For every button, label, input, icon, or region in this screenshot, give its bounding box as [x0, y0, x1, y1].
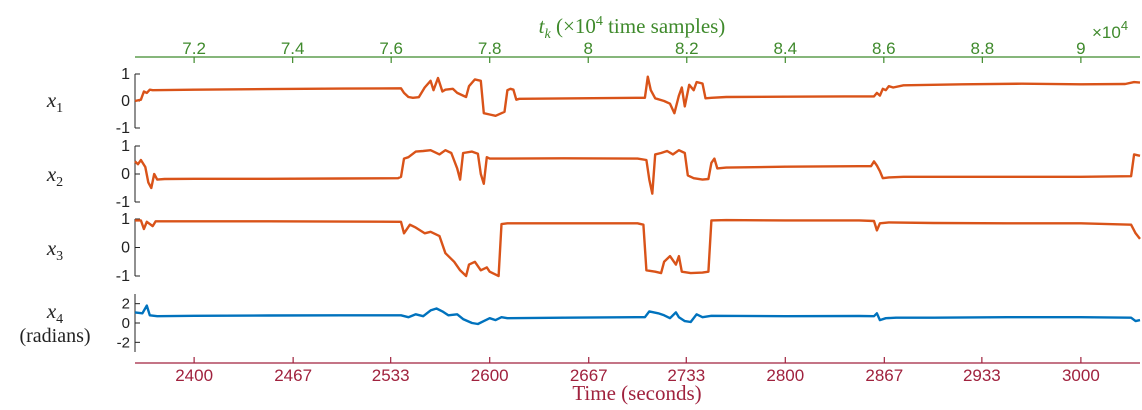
y-tick-label: 1 — [121, 66, 130, 83]
panel-3: 1 0 -1 x3 — [46, 211, 1141, 285]
bottom-tick-label: 2600 — [471, 366, 509, 385]
y-tick-label: 0 — [122, 315, 130, 332]
top-tick-label: 7.8 — [478, 39, 502, 58]
panel-label: x2 — [46, 162, 63, 190]
panel-label: x1 — [46, 88, 63, 116]
bottom-tick-label: 2667 — [570, 366, 608, 385]
bottom-tick-label: 2867 — [865, 366, 903, 385]
panel-label-var: x — [46, 236, 57, 260]
panel-label-sub: 3 — [56, 249, 63, 264]
panel-2: 1 0 -1 x2 — [46, 138, 1141, 211]
top-tick-label: 8.8 — [971, 39, 995, 58]
bottom-axis-title: Time (seconds) — [572, 381, 701, 405]
panel-4: 2 0 -2 x4(radians) — [19, 294, 1141, 352]
bottom-tick-label: 2800 — [766, 366, 804, 385]
top-tick-label: 7.2 — [182, 39, 206, 58]
y-tick-label: 1 — [121, 138, 130, 155]
top-tick-label: 8 — [584, 39, 593, 58]
bottom-tick-label: 2467 — [274, 366, 312, 385]
panel-label-sub: 1 — [56, 101, 63, 116]
series-line-x4 — [134, 304, 1141, 326]
top-tick-label: 8.6 — [872, 39, 896, 58]
top-axis-title: tk (×104 time samples) — [539, 14, 726, 42]
y-tick-label: 1 — [121, 211, 130, 228]
panel-1: 10-1x1 — [46, 66, 1141, 137]
bottom-tick-label: 2533 — [372, 366, 410, 385]
y-tick-label: 0 — [121, 166, 130, 183]
panel-label-sub: 4 — [56, 312, 63, 327]
panel-label: x3 — [46, 236, 63, 264]
panel-label-var: x — [46, 299, 57, 323]
top-tick-label: 8.2 — [675, 39, 699, 58]
panel-label-extra: (radians) — [19, 325, 90, 347]
y-tick-label: 0 — [121, 240, 130, 257]
bottom-tick-label: 2733 — [667, 366, 705, 385]
top-tick-label: 8.4 — [773, 39, 797, 58]
panel-label-var: x — [46, 88, 57, 112]
y-tick-label: -1 — [116, 194, 130, 211]
series-line-x2 — [134, 148, 1141, 195]
top-tick-label: 7.4 — [281, 39, 305, 58]
bottom-tick-label: 2400 — [175, 366, 213, 385]
y-tick-label: 0 — [121, 93, 130, 110]
y-tick-label: -1 — [116, 120, 130, 137]
panel-label-var: x — [46, 162, 57, 186]
panel-label: x4 — [46, 299, 63, 327]
bottom-tick-label: 2933 — [963, 366, 1001, 385]
panel-label-sub: 2 — [56, 175, 63, 190]
y-tick-label: -2 — [117, 334, 130, 351]
top-axis-multiplier: ×104 — [1092, 18, 1128, 42]
top-tick-label: 7.6 — [379, 39, 403, 58]
top-tick-label: 9 — [1076, 39, 1085, 58]
y-tick-label: 2 — [122, 296, 130, 313]
series-line-x3 — [135, 218, 1141, 278]
series-line-x1 — [134, 75, 1141, 118]
bottom-tick-label: 3000 — [1062, 366, 1100, 385]
y-tick-label: -1 — [116, 268, 130, 285]
